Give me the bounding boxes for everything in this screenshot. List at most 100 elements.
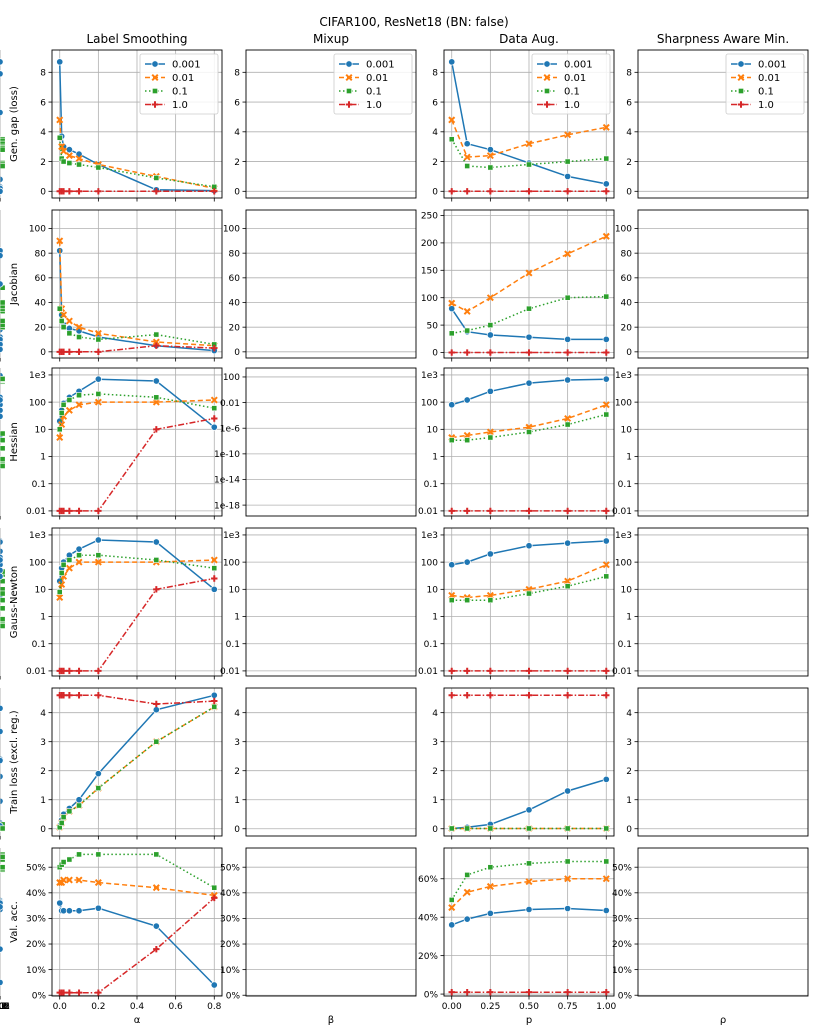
data-point [60,667,67,675]
y-tick-label: 1 [40,796,46,806]
data-point [463,888,471,896]
y-tick-label: 10% [612,966,632,976]
panel: 0 20 40 60 80 100 Jacobian [9,209,223,362]
panel-frame [443,49,615,199]
data-point [525,188,533,195]
y-tick-label: 10 [621,426,633,436]
data-point [66,507,73,515]
data-point [603,573,610,580]
y-tick-label: 0 [234,188,240,198]
panel-frame [637,49,809,199]
data-point [564,335,572,343]
y-tick-label: 1e-10 [214,450,240,460]
data-point [152,538,160,546]
y-tick-label: 4 [626,709,632,719]
y-tick-label: 100 [615,225,632,235]
y-tick-label: 1 [432,613,438,623]
data-point [564,539,572,547]
data-point [153,700,160,708]
data-point [564,583,571,590]
x-tick-label: 0.25 [480,1002,500,1012]
legend-label: 0.1 [366,87,382,98]
y-tick-label: 1e3 [421,371,438,381]
legend-label: 0.01 [758,73,780,84]
legend-label: 0.001 [172,60,201,71]
x-tick-label: 1.00 [596,1002,616,1012]
data-point [0,756,4,765]
data-point [487,164,494,171]
panel: 0 2 4 6 8 Gen. gap (loss) 0.001 0.01 0.1 1.0 [9,49,223,202]
y-tick-label: 6 [432,98,438,108]
data-point [464,437,471,444]
data-point [463,153,471,161]
data-point [153,342,160,349]
data-point [463,667,471,675]
y-tick-label: 40% [220,889,240,899]
legend-label: 0.01 [172,73,194,84]
x-tick-label: 0.50 [519,1002,539,1012]
x-tick-label: 0.1 [0,1002,7,1012]
x-tick-label: 0.2 [91,1002,105,1012]
data-point [56,305,63,312]
data-point [0,605,6,612]
data-point [448,597,455,604]
y-tick-label: 20% [612,940,632,950]
legend-box [333,53,413,115]
data-point [564,250,572,258]
panel-frame [443,847,615,997]
legend-marker [737,60,745,68]
data-point [486,331,494,339]
y-tick-label: 10% [26,966,46,976]
data-point [152,377,160,385]
data-point [0,864,6,871]
data-point [448,349,455,356]
data-point [463,307,471,315]
data-point [75,692,83,699]
y-tick-label: 100 [223,373,240,383]
y-tick-label: 100 [29,558,46,568]
legend-marker [543,60,551,68]
data-point [65,406,73,414]
panel: 0.01 0.1 1 10 100 1e3 Gauss-Newton [9,527,223,680]
data-point [76,802,82,809]
x-axis-label: α [134,1015,141,1026]
column-title: Sharpness Aware Min. [657,32,789,46]
panel-frame [245,367,417,517]
data-point [60,859,67,865]
data-point [564,131,572,139]
data-point [0,175,4,183]
data-point [448,921,456,929]
data-point [94,770,102,778]
panel-frame [443,527,615,677]
data-point [0,146,6,153]
data-point [65,317,73,325]
legend-marker [738,88,744,94]
x-tick-label: 0.0 [0,1002,7,1012]
data-point [75,907,83,915]
legend-box [725,53,805,115]
data-point [65,152,73,160]
panel: 0.01 0.1 1 10 100 1e3 [0,527,809,680]
data-point [564,904,572,913]
data-point [66,667,73,675]
data-point [564,667,571,675]
data-point [564,507,571,515]
data-point [66,692,73,699]
legend-marker [345,73,353,82]
panel-frame [637,527,809,677]
data-point [487,825,494,832]
panel-frame [245,527,417,677]
data-point [95,348,102,356]
data-point [66,808,73,815]
legend-label: 0.1 [564,87,580,98]
y-tick-label: 1 [626,613,632,623]
y-axis-label: Gen. gap (loss) [9,86,20,162]
data-point [463,188,471,195]
data-point [56,134,63,141]
data-point [211,565,218,572]
legend-marker [345,60,353,68]
data-point [95,692,102,699]
y-tick-label: 1e3 [421,531,438,541]
data-point [0,572,4,580]
